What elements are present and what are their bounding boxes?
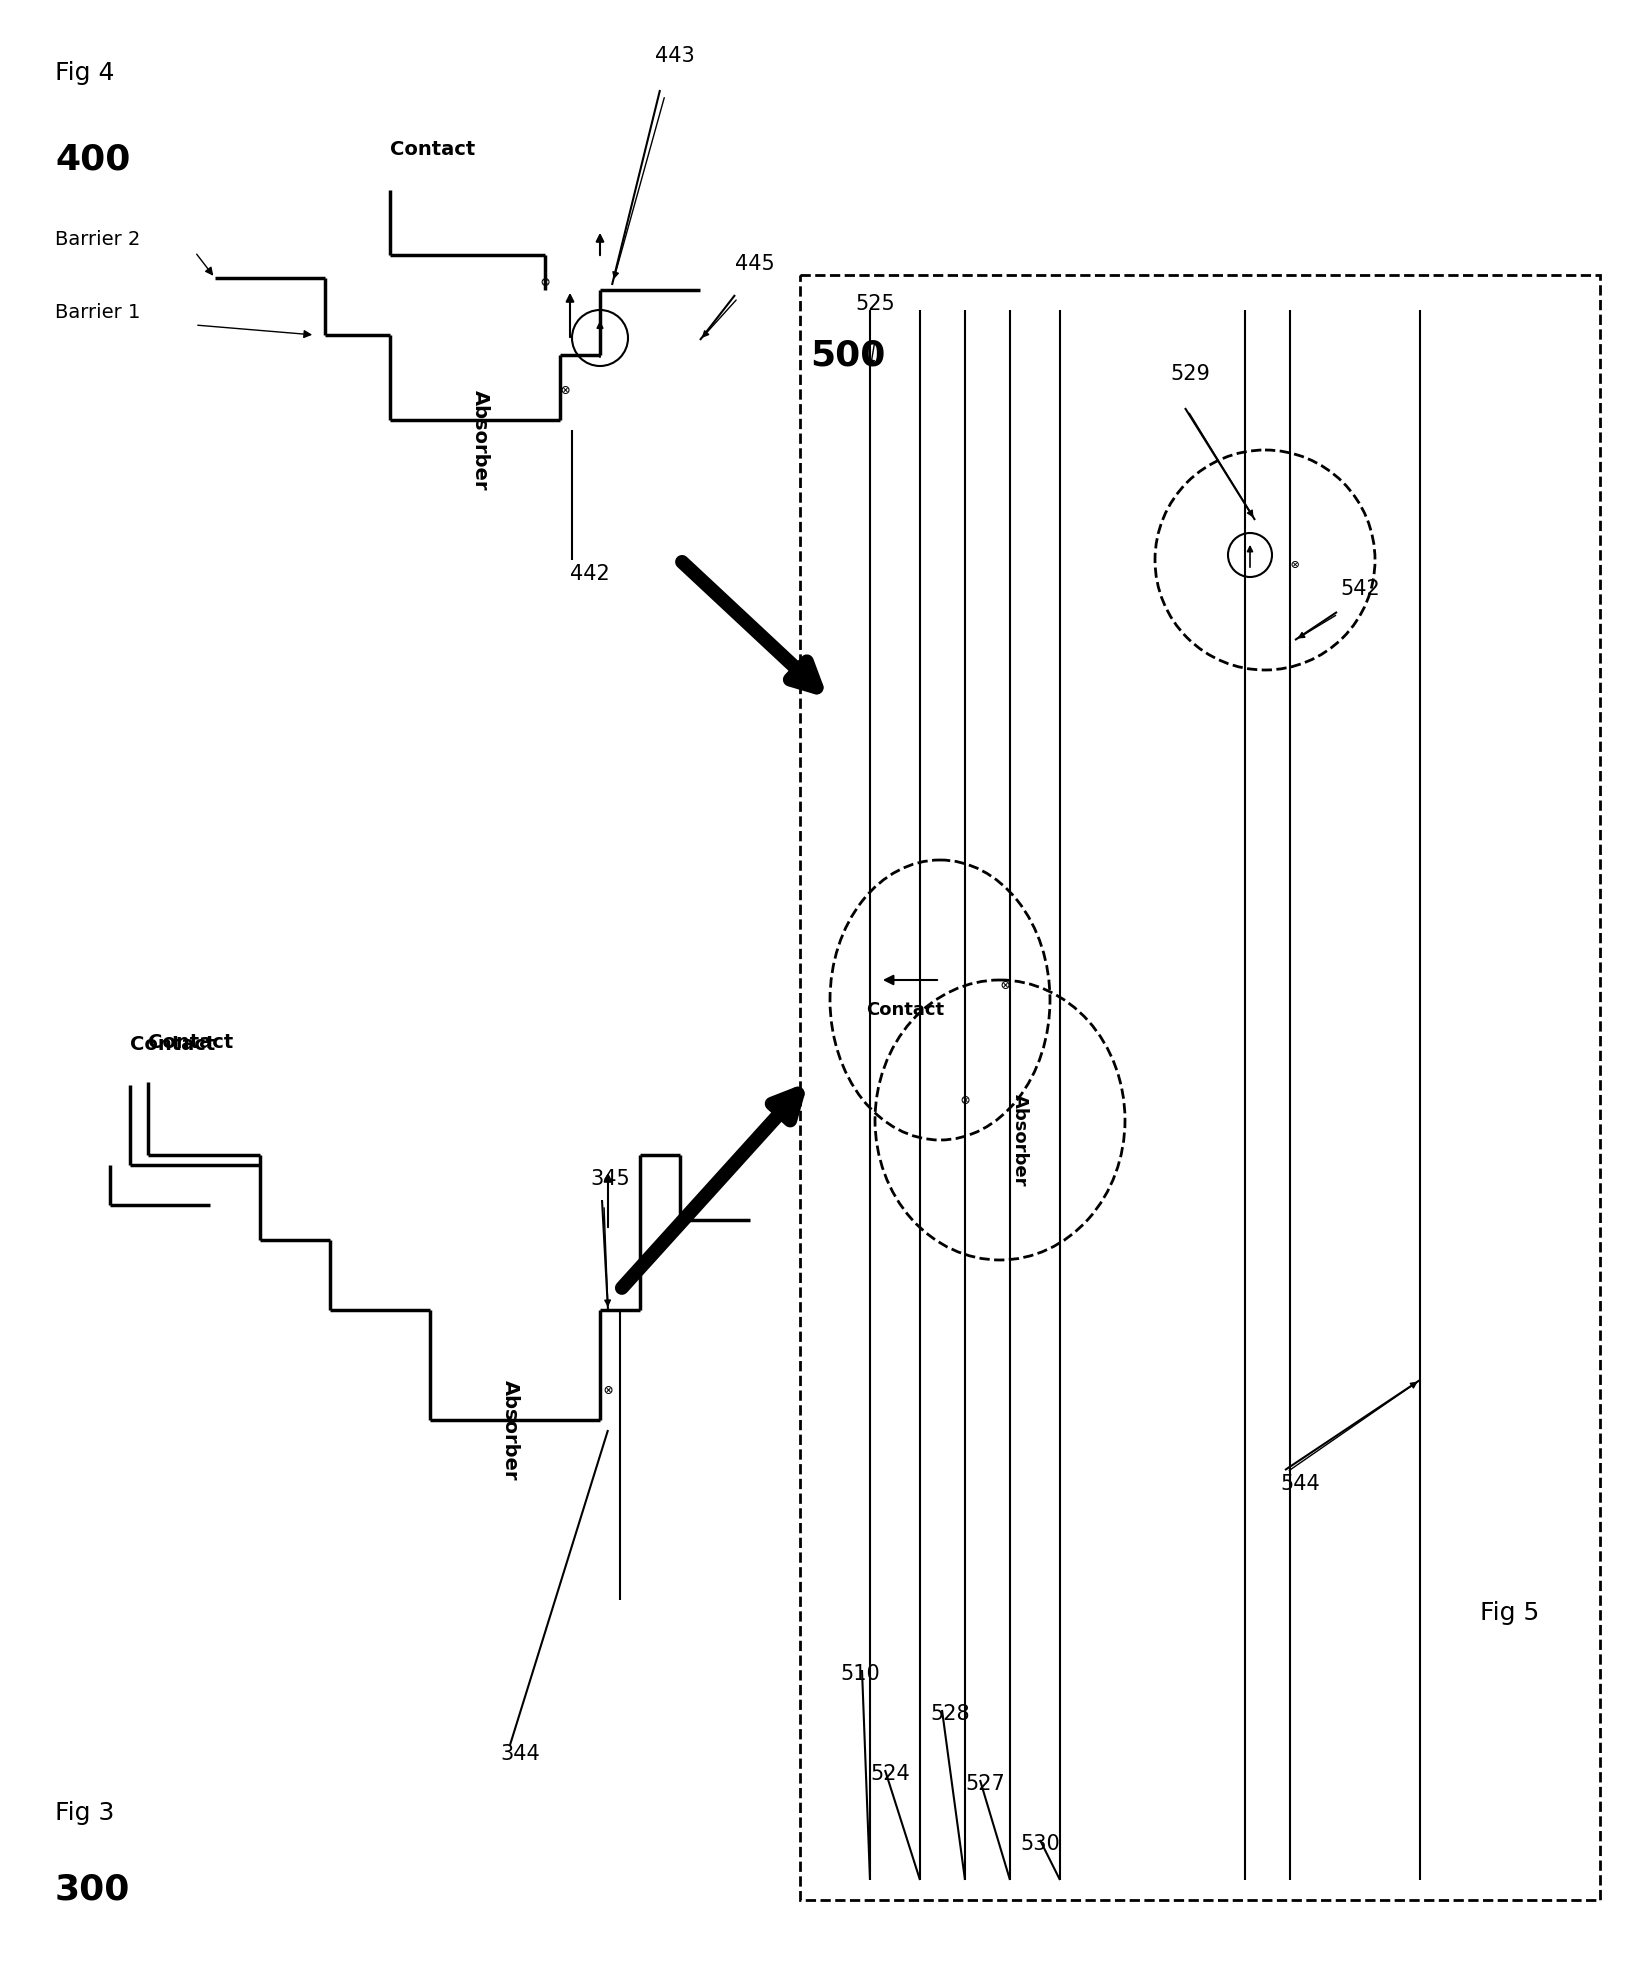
Text: Contact: Contact: [148, 1033, 234, 1053]
Text: Contact: Contact: [130, 1035, 216, 1055]
Text: Fig 4: Fig 4: [54, 61, 115, 85]
Text: 345: 345: [590, 1169, 629, 1189]
Text: 544: 544: [1280, 1474, 1319, 1494]
Text: Barrier 2: Barrier 2: [54, 230, 140, 250]
Text: ⊗: ⊗: [603, 1382, 613, 1397]
Text: ⊗: ⊗: [960, 1092, 970, 1108]
Text: 344: 344: [501, 1744, 540, 1763]
Bar: [800, 276, 1599, 1899]
Text: 445: 445: [735, 254, 774, 274]
Text: 400: 400: [54, 144, 130, 177]
Text: 300: 300: [54, 1874, 130, 1907]
Text: Absorber: Absorber: [471, 390, 489, 490]
Text: 527: 527: [965, 1773, 1005, 1795]
Text: 442: 442: [570, 565, 609, 584]
Text: 542: 542: [1341, 579, 1380, 598]
Text: ⊗: ⊗: [1291, 559, 1299, 573]
Text: Fig 5: Fig 5: [1481, 1602, 1540, 1626]
Text: 530: 530: [1019, 1834, 1059, 1854]
Text: ⊗: ⊗: [540, 274, 550, 289]
Text: 528: 528: [931, 1704, 970, 1724]
Text: Contact: Contact: [390, 140, 476, 159]
Text: Contact: Contact: [866, 1002, 944, 1019]
Text: Absorber: Absorber: [501, 1380, 519, 1480]
Text: Absorber: Absorber: [1011, 1094, 1029, 1187]
Text: 500: 500: [810, 338, 886, 372]
Text: 525: 525: [855, 293, 894, 315]
Text: 524: 524: [870, 1763, 909, 1785]
Text: Barrier 1: Barrier 1: [54, 303, 140, 323]
Text: 443: 443: [656, 45, 695, 67]
Text: 529: 529: [1169, 364, 1211, 384]
Text: ⊗: ⊗: [1000, 978, 1010, 992]
Text: ⊗: ⊗: [560, 382, 570, 398]
Text: 510: 510: [840, 1665, 879, 1685]
Text: Fig 3: Fig 3: [54, 1801, 114, 1824]
